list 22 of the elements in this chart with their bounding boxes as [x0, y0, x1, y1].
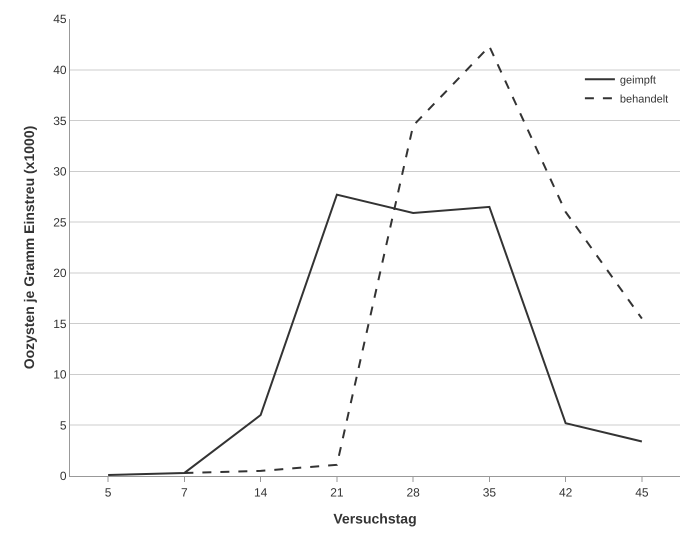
y-tick-label: 30 [53, 164, 67, 179]
y-tick-label: 35 [53, 114, 67, 128]
x-tick-label: 21 [330, 485, 344, 500]
x-tick-label: 14 [254, 485, 268, 500]
x-tick-label: 28 [406, 485, 420, 500]
y-tick-label: 15 [53, 316, 67, 331]
x-tick-label: 35 [482, 485, 496, 500]
y-tick-label: 40 [53, 62, 67, 77]
y-tick-label: 45 [53, 12, 67, 26]
y-tick-label: 20 [53, 266, 67, 280]
legend-label: behandelt [620, 93, 668, 106]
x-tick-label: 7 [181, 485, 188, 500]
y-tick-label: 0 [60, 469, 67, 484]
y-tick-label: 10 [53, 368, 67, 382]
y-tick-label: 5 [60, 418, 67, 432]
x-tick-label: 42 [558, 485, 573, 500]
x-tick-label: 5 [104, 485, 112, 500]
legend-label: geimpft [620, 74, 656, 86]
x-axis-title: Versuchstag [333, 510, 417, 527]
y-tick-label: 25 [53, 215, 67, 230]
y-axis-title: Oozysten je Gramm Einstreu (x1000) [20, 126, 37, 370]
x-tick-label: 45 [635, 485, 649, 500]
